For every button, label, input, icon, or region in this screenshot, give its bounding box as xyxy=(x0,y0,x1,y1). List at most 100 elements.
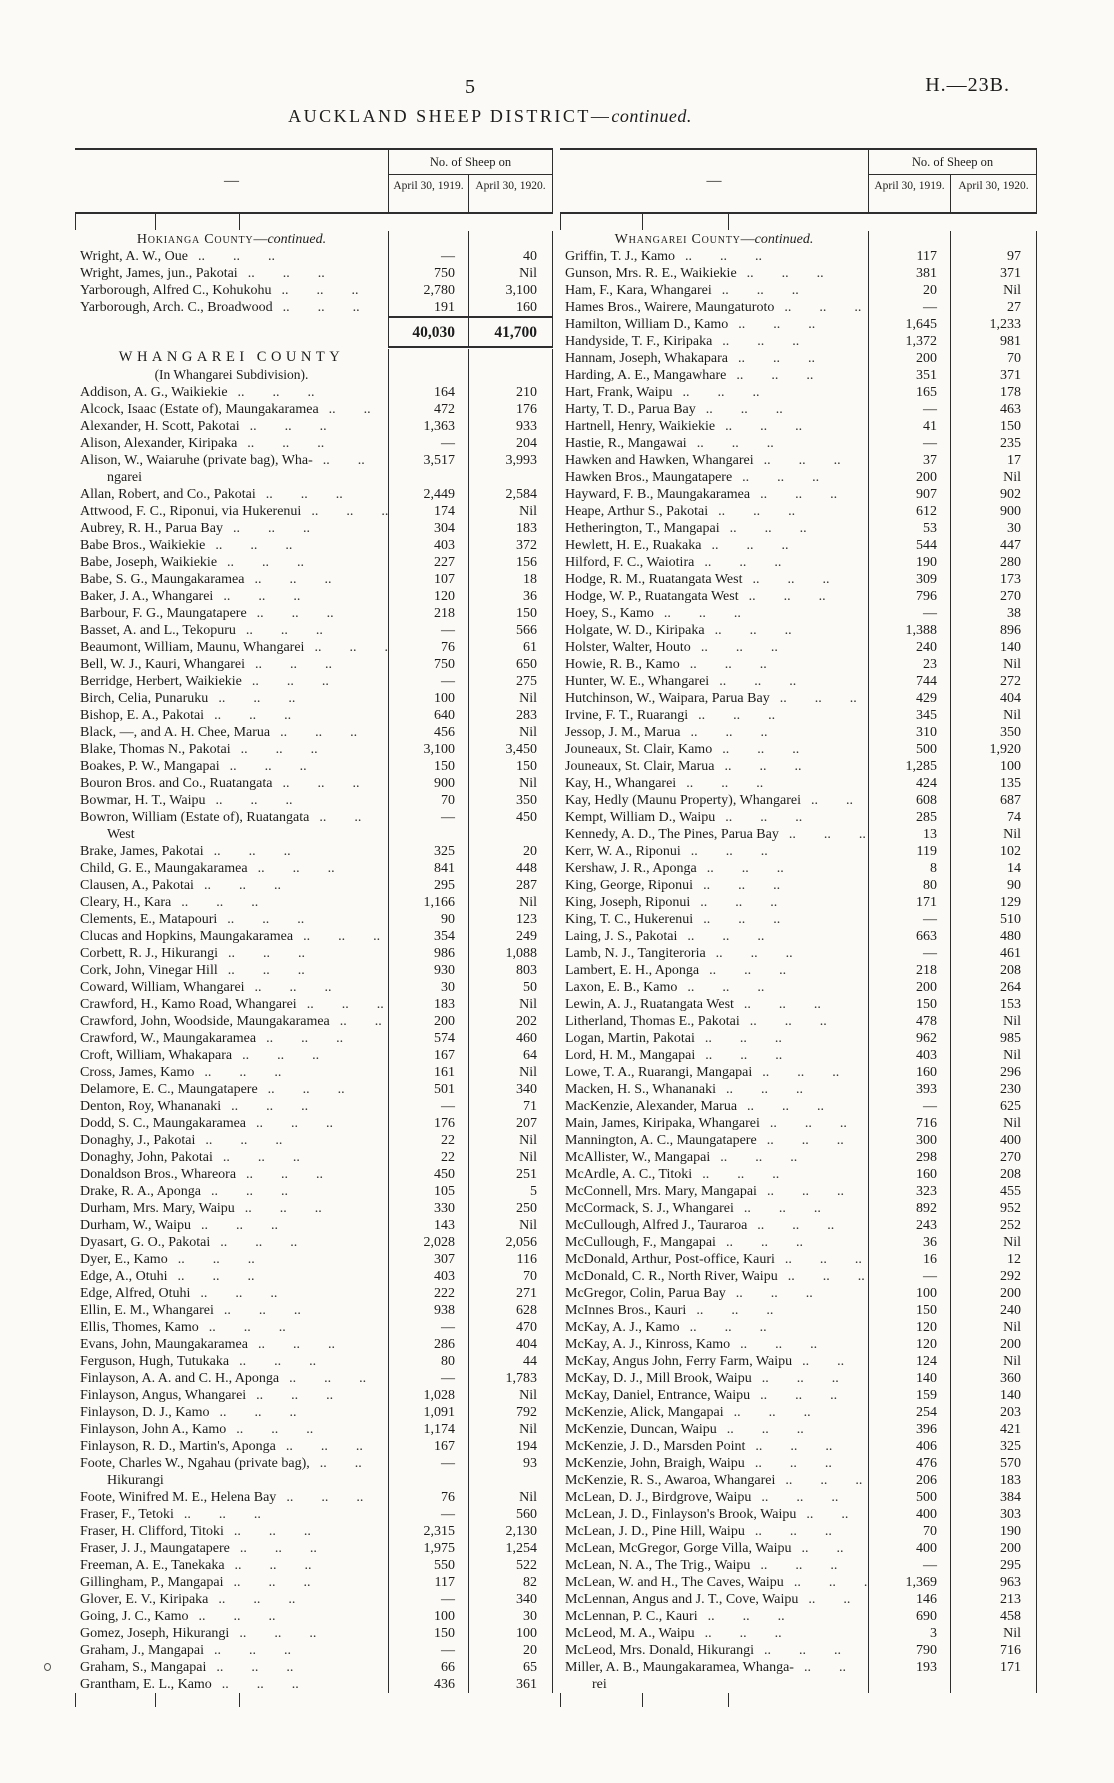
table-row: Finlayson, R. D., Martin's, Aponga .. .. … xyxy=(75,1438,553,1455)
owner-name-cell: Ham, F., Kara, Whangarei .. .. .. xyxy=(560,282,868,299)
dot-leader: .. .. .. xyxy=(328,402,388,417)
sheep-count-1920: 183 xyxy=(950,1472,1037,1489)
sheep-count-1920: 340 xyxy=(468,1081,553,1098)
dot-leader: .. .. .. xyxy=(718,504,796,519)
section-heading-dash: — xyxy=(740,232,755,247)
owner-name: Donaldson Bros., Whareora xyxy=(80,1167,237,1182)
sheep-count-1919: 90 xyxy=(388,911,468,928)
owner-name: Logan, Martin, Pakotai xyxy=(565,1031,695,1046)
table-row: Kerr, W. A., Riponui .. .. .. 119 102 xyxy=(560,843,1037,860)
owner-name: Alexander, H. Scott, Pakotai xyxy=(80,419,240,434)
sheep-count-1919: 744 xyxy=(868,673,950,690)
dot-leader: .. .. .. xyxy=(762,1065,840,1080)
sheep-count-1919: — xyxy=(388,1506,468,1523)
dot-leader: .. .. .. xyxy=(705,1048,783,1063)
owner-name-cell: King, Joseph, Riponui .. .. .. xyxy=(560,894,868,911)
dot-leader: .. .. .. xyxy=(785,1473,863,1488)
owner-name: Kerr, W. A., Riponui xyxy=(565,844,681,859)
owner-name-cell: Bell, W. J., Kauri, Whangarei .. .. .. xyxy=(75,656,388,673)
sheep-count-1920 xyxy=(468,231,553,248)
dot-leader: .. .. .. xyxy=(266,1031,344,1046)
sheep-count-1919: 796 xyxy=(868,588,950,605)
owner-name: Going, J. C., Kamo xyxy=(80,1609,189,1624)
sheep-count-1920: 210 xyxy=(468,384,553,401)
owner-name-cell: Holgate, W. D., Kiripaka .. .. .. xyxy=(560,622,868,639)
table-row: Foote, Charles W., Ngahau (private bag),… xyxy=(75,1455,553,1489)
sheep-count-1919: 907 xyxy=(868,486,950,503)
dot-leader: .. .. .. xyxy=(255,657,332,672)
sheep-count-1919: 307 xyxy=(388,1251,468,1268)
owner-name-cell: Grantham, E. L., Kamo .. .. .. xyxy=(75,1676,388,1693)
owner-name-cell: McKay, D. J., Mill Brook, Waipu .. .. .. xyxy=(560,1370,868,1387)
owner-name: Handyside, T. F., Kiripaka xyxy=(565,334,713,349)
owner-name: Ham, F., Kara, Whangarei xyxy=(565,283,712,298)
sheep-count-1919: — xyxy=(388,435,468,452)
owner-name: Bowmar, H. T., Waipu xyxy=(80,793,206,808)
owner-name-cell: Yarborough, Arch. C., Broadwood .. .. .. xyxy=(75,299,388,316)
owner-name-cell: Hetherington, T., Mangapai .. .. .. xyxy=(560,520,868,537)
owner-name-cell: Barbour, F. G., Maungatapere .. .. .. xyxy=(75,605,388,622)
sheep-count-1919: 500 xyxy=(868,741,950,758)
section-heading-row: Hokianga County—continued. xyxy=(75,230,553,248)
owner-name: Bishop, E. A., Pakotai xyxy=(80,708,205,723)
header-col-1920: April 30, 1920. xyxy=(950,175,1036,212)
dot-leader: .. .. .. xyxy=(748,589,826,604)
sheep-count-1920: 150 xyxy=(468,758,553,775)
table-row: Hastie, R., Mangawai .. .. .. —235 xyxy=(560,435,1037,452)
owner-name: Drake, R. A., Aponga xyxy=(80,1184,201,1199)
owner-name: McDonald, C. R., North River, Waipu xyxy=(565,1269,778,1284)
owner-name-cell: Basset, A. and L., Tekopuru .. .. .. xyxy=(75,622,388,639)
owner-name: Barbour, F. G., Maungatapere xyxy=(80,606,247,621)
owner-name: Graham, S., Mangapai xyxy=(80,1660,207,1675)
sheep-count-1920: 190 xyxy=(950,1523,1037,1540)
owner-name: Alcock, Isaac (Estate of), Maungakaramea xyxy=(80,402,319,417)
owner-name-cell: Clucas and Hopkins, Maungakaramea .. .. .… xyxy=(75,928,388,945)
owner-name-cell: Evans, John, Maungakaramea .. .. .. xyxy=(75,1336,388,1353)
sheep-count-1920: 208 xyxy=(950,962,1037,979)
dot-leader: .. .. .. xyxy=(760,1388,838,1403)
sheep-count-1919: 424 xyxy=(868,775,950,792)
owner-name-cell: Baker, J. A., Whangarei .. .. .. xyxy=(75,588,388,605)
table-row: Mannington, A. C., Maungatapere .. .. .. 3… xyxy=(560,1132,1037,1149)
sheep-count-1919 xyxy=(75,214,155,230)
dot-leader: .. .. .. xyxy=(303,929,381,944)
sheep-count-1920: 461 xyxy=(950,945,1037,962)
sheep-count-1920 xyxy=(468,366,553,384)
sheep-count-1919: 608 xyxy=(868,792,950,809)
dot-leader: .. .. .. xyxy=(705,402,783,417)
sheep-count-1919: 76 xyxy=(388,1489,468,1506)
table-row: Clements, E., Matapouri .. .. .. 90 123 xyxy=(75,911,553,928)
owner-name-cell: McKay, A. J., Kamo .. .. .. xyxy=(560,1319,868,1336)
table-row: Babe, S. G., Maungakaramea .. .. .. 107 18 xyxy=(75,571,553,588)
sheep-count-1919: 472 xyxy=(388,401,468,418)
table-row: Bowron, William (Estate of), Ruatangata … xyxy=(75,809,553,843)
sheep-count-1919: 1,285 xyxy=(868,758,950,775)
dot-leader: .. .. .. xyxy=(177,1269,255,1284)
owner-name: Laxon, E. B., Kamo xyxy=(565,980,678,995)
owner-name-cell: Hoey, S., Kamo .. .. .. xyxy=(560,605,868,622)
sheep-count-1920: Nil xyxy=(950,1625,1037,1642)
owner-name-cell: Gillingham, P., Mangapai .. .. .. xyxy=(75,1574,388,1591)
dot-leader: .. .. .. xyxy=(208,1320,286,1335)
sheep-count-1920: 450 xyxy=(468,809,553,843)
sheep-count-1920: 171 xyxy=(950,1659,1037,1693)
table-row: Donaldson Bros., Whareora .. .. .. 450 251 xyxy=(75,1166,553,1183)
sheep-count-1919: 200 xyxy=(868,350,950,367)
sheep-count-1919: 450 xyxy=(388,1166,468,1183)
table-row: Lamb, N. J., Tangiteroria .. .. .. —461 xyxy=(560,945,1037,962)
owner-name: Wright, A. W., Oue xyxy=(80,249,188,264)
dot-leader: .. .. .. xyxy=(686,776,764,791)
dot-leader: .. .. .. xyxy=(663,606,741,621)
sheep-count-1919: 80 xyxy=(868,877,950,894)
header-col-1919: April 30, 1919. xyxy=(393,180,464,192)
total-1920: 41,700 xyxy=(468,316,553,348)
owner-name: Clements, E., Matapouri xyxy=(80,912,218,927)
owner-name: McLean, W. and H., The Caves, Waipu xyxy=(565,1575,784,1590)
sheep-count-1919: 1,174 xyxy=(388,1421,468,1438)
sheep-count-1920: 251 xyxy=(468,1166,553,1183)
dot-leader: .. .. .. xyxy=(239,1541,317,1556)
owner-name-cell: Finlayson, Angus, Whangarei .. .. .. xyxy=(75,1387,388,1404)
sheep-count-1920: 1,088 xyxy=(468,945,553,962)
dot-leader: .. .. .. xyxy=(210,1184,288,1199)
owner-name: McLean, J. D., Finlayson's Brook, Waipu xyxy=(565,1507,797,1522)
